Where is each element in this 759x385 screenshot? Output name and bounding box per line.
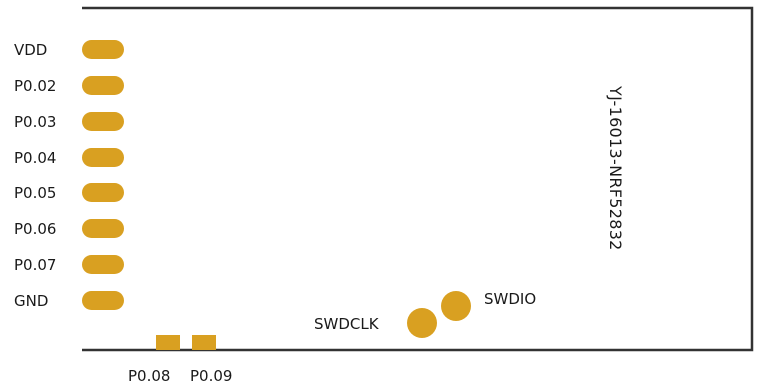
pin-label-p0-09: P0.09 [190,367,232,385]
pin-label-gnd: GND [14,292,48,310]
pin-label-p0-06: P0.06 [14,220,56,238]
pin-label-p0-03: P0.03 [14,113,56,131]
pin-label-p0-04: P0.04 [14,149,56,167]
pad-p0-02 [82,76,124,95]
pad-p0-03 [82,112,124,131]
pin-label-p0-05: P0.05 [14,184,56,202]
pad-p0-06 [82,219,124,238]
pad-swdclk [407,308,437,338]
pin-label-vdd: VDD [14,41,47,59]
pin-label-swdclk: SWDCLK [314,315,380,333]
pin-label-p0-02: P0.02 [14,77,56,95]
module-name-label: YJ-16013-NRF52832 [606,85,625,251]
pad-vdd [82,40,124,59]
pad-p0-09 [192,335,216,350]
pad-p0-05 [82,183,124,202]
pad-swdio [441,291,471,321]
module-outline [82,6,754,352]
pad-p0-04 [82,148,124,167]
pin-label-swdio: SWDIO [484,290,536,308]
pin-label-p0-07: P0.07 [14,256,56,274]
pad-p0-07 [82,255,124,274]
pin-label-p0-08: P0.08 [128,367,170,385]
pad-p0-08 [156,335,180,350]
pad-gnd [82,291,124,310]
